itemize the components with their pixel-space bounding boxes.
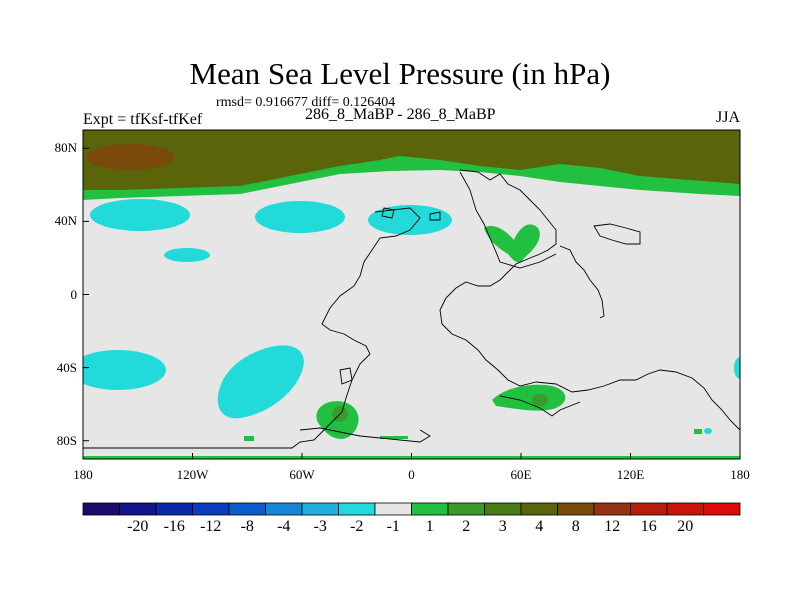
cyan-low xyxy=(164,248,210,262)
colorbar-swatch xyxy=(447,502,485,516)
colorbar-swatch xyxy=(703,502,741,516)
colorbar-label: -12 xyxy=(200,518,222,535)
north-olive-band xyxy=(83,130,740,190)
colorbar-label: 8 xyxy=(571,518,580,535)
colorbar-swatch xyxy=(484,502,522,516)
colorbar-swatch xyxy=(119,502,157,516)
green-high-olive-core xyxy=(532,394,548,406)
green-high xyxy=(244,436,254,441)
colorbar-swatch xyxy=(301,502,339,516)
cyan-low xyxy=(217,345,304,419)
colorbar xyxy=(82,502,741,516)
colorbar-label: -3 xyxy=(313,518,327,535)
lon-tick-label: 0 xyxy=(408,467,415,482)
colorbar-swatch xyxy=(520,502,558,516)
experiment-label: Expt = tfKsf-tfKef xyxy=(83,111,203,128)
colorbar-label: -8 xyxy=(240,518,254,535)
cyan-low xyxy=(255,201,345,233)
lat-tick-label: 80N xyxy=(54,140,77,156)
colorbar-swatch xyxy=(666,502,704,516)
colorbar-label: -2 xyxy=(350,518,364,535)
lat-tick-label: 0 xyxy=(70,286,78,302)
lat-tick-label: 40N xyxy=(54,213,77,229)
lat-tick-label: 80S xyxy=(56,432,77,448)
lon-tick-label: 60E xyxy=(510,467,532,482)
colorbar-label: 16 xyxy=(640,518,657,535)
cyan-low xyxy=(90,199,190,231)
colorbar-swatch xyxy=(192,502,230,516)
colorbar-swatch xyxy=(82,502,120,516)
stats-label: rmsd= 0.916677 diff= 0.126404 xyxy=(216,95,396,110)
coastline-eurasia-inner xyxy=(459,171,557,269)
map-field xyxy=(83,130,740,459)
green-high xyxy=(492,384,566,411)
brown-patch xyxy=(86,144,174,170)
lon-tick-label: 120E xyxy=(616,467,645,482)
colorbar-swatch xyxy=(155,502,193,516)
coastline-islands xyxy=(339,207,441,385)
colorbar-label: -16 xyxy=(163,518,185,535)
green-high xyxy=(380,436,408,439)
lon-tick-label: 180 xyxy=(730,467,750,482)
cyan-low xyxy=(734,357,740,379)
colorbar-swatch xyxy=(374,502,412,516)
colorbar-label: 1 xyxy=(425,518,434,535)
season-label: JJA xyxy=(715,109,740,126)
colorbar-label: -4 xyxy=(277,518,291,535)
colorbar-label: -1 xyxy=(386,518,400,535)
lon-tick-label: 120W xyxy=(176,467,209,482)
coastline-asia-east xyxy=(559,223,641,319)
coastline-americas xyxy=(83,207,421,449)
colorbar-swatch xyxy=(557,502,595,516)
colorbar-swatch xyxy=(411,502,449,516)
colorbar-label: 2 xyxy=(462,518,471,535)
map-title: Mean Sea Level Pressure (in hPa) xyxy=(189,56,611,91)
lon-tick-label: 60W xyxy=(289,467,315,482)
lat-tick-label: 40S xyxy=(56,359,77,375)
colorbar-swatch xyxy=(338,502,376,516)
colorbar-label: 20 xyxy=(677,518,694,535)
colorbar-swatch xyxy=(593,502,631,516)
green-high xyxy=(694,429,702,434)
coastline-antarctica xyxy=(299,395,581,443)
coastline-africa-eurasia xyxy=(439,169,740,431)
lon-tick-label: 180 xyxy=(73,467,93,482)
colorbar-swatch xyxy=(265,502,303,516)
cyan-low xyxy=(83,350,166,390)
cyan-low xyxy=(368,205,452,235)
colorbar-label: 3 xyxy=(498,518,507,535)
colorbar-label: 4 xyxy=(535,518,544,535)
tick-marks xyxy=(82,147,741,459)
green-high xyxy=(484,224,540,263)
colorbar-swatch xyxy=(228,502,266,516)
colorbar-label: 12 xyxy=(604,518,621,535)
colorbar-swatch xyxy=(630,502,668,516)
colorbar-label: -20 xyxy=(127,518,149,535)
coastlines xyxy=(83,169,740,449)
cyan-low xyxy=(704,428,712,434)
case-label: 286_8_MaBP - 286_8_MaBP xyxy=(305,106,496,123)
